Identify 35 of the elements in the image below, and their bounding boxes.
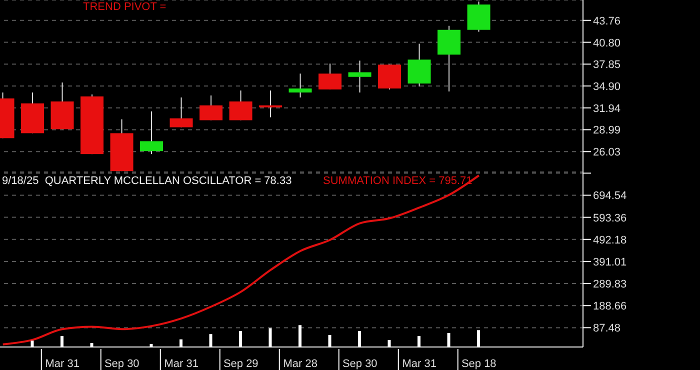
x-tick-label: Mar 28 [283,358,318,370]
y-tick-label: 391.01 [593,256,627,268]
candlestick [288,73,312,98]
candlestick [200,94,223,121]
y-tick-label: 188.66 [593,300,627,313]
y-tick-label: 40.80 [593,37,621,50]
candlestick [259,90,282,118]
x-tick-label: Mar 31 [402,358,436,370]
y-tick-label: 31.94 [593,102,621,115]
y-tick-label: 43.76 [593,15,621,28]
chart-title: 9/18/25 QUARTERLY MCCLELLAN OSCILLATOR = 78.33 [2,175,292,187]
candlestick [408,43,431,87]
line-series [2,174,480,346]
x-tick-label: Sep 30 [342,358,378,370]
candlestick [229,90,252,121]
candlestick [378,64,402,90]
y-tick-label: 694.54 [593,190,627,202]
x-tick-label: Sep 18 [461,358,496,370]
y-tick-label: 37.85 [593,59,621,72]
candlestick [318,63,342,90]
x-tick-label: Sep 30 [104,358,140,370]
y-tick-label: 34.90 [593,80,621,93]
y-tick-label: 492.18 [593,234,627,246]
y-tick-label: 593.36 [593,212,627,224]
candlestick [140,110,164,155]
candlestick [170,96,193,128]
y-tick-label: 26.03 [593,146,621,159]
y-tick-label: 87.48 [593,322,621,335]
candlestick [348,60,372,93]
y-tick-label: 289.83 [593,278,627,291]
x-tick-label: Mar 31 [164,358,198,370]
x-tick-label: Mar 31 [45,358,80,370]
chart-title: TREND PIVOT = [83,1,166,13]
y-tick-label: 28.99 [593,124,621,137]
x-tick-label: Sep 29 [223,358,258,370]
